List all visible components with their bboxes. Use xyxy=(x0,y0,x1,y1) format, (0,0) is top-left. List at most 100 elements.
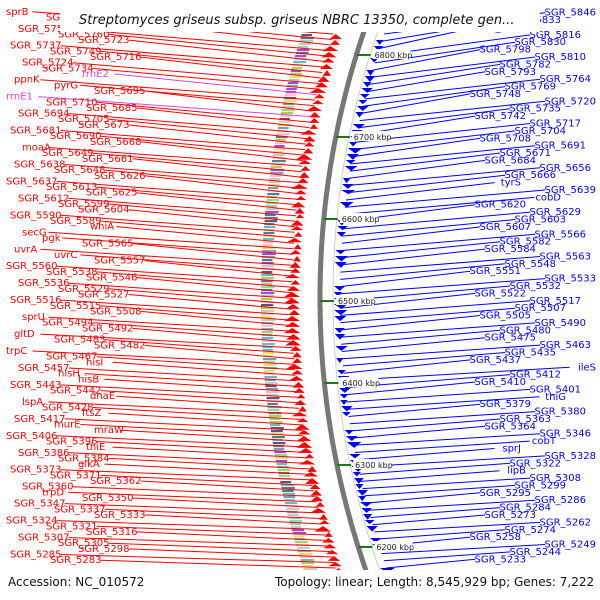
forward-gene-label: SGR_5298 xyxy=(78,544,130,555)
label-connector xyxy=(132,497,319,508)
content-band-segment xyxy=(273,151,284,154)
forward-gene-mark xyxy=(298,448,314,453)
reverse-gene-label: SGR_5620 xyxy=(475,200,527,211)
reverse-gene-mark xyxy=(370,58,379,63)
label-connector xyxy=(340,300,531,316)
label-connector xyxy=(48,401,300,415)
label-connector xyxy=(340,256,541,273)
label-connector xyxy=(68,537,329,547)
label-connector xyxy=(140,310,293,327)
forward-gene-label: SGR_5467 xyxy=(46,352,98,363)
content-band-segment xyxy=(261,277,275,280)
forward-gene-label: SGR_5705 xyxy=(58,114,110,125)
reverse-gene-label: SGR_5299 xyxy=(515,480,567,491)
forward-gene-mark xyxy=(312,100,324,105)
content-band-segment xyxy=(269,421,283,424)
forward-gene-label: pyrG xyxy=(54,80,78,91)
label-connector xyxy=(372,49,481,71)
label-connector xyxy=(108,412,302,426)
reverse-gene-label: SGR_5782 xyxy=(500,59,552,70)
label-connector xyxy=(343,359,471,374)
label-connector xyxy=(96,101,311,123)
label-connector xyxy=(112,446,308,459)
label-connector xyxy=(342,344,541,360)
forward-gene-mark xyxy=(285,304,300,309)
reverse-gene-mark xyxy=(334,286,346,291)
forward-gene-label: sprU xyxy=(22,312,45,323)
content-band-segment xyxy=(262,250,277,253)
label-connector xyxy=(345,381,476,396)
reverse-gene-mark xyxy=(345,160,356,165)
forward-gene-label: SGR_5589 xyxy=(50,216,102,227)
content-band-segment xyxy=(300,559,314,562)
content-band-segment xyxy=(263,361,275,364)
label-connector xyxy=(366,71,486,93)
forward-gene-label: glkA xyxy=(78,459,100,470)
label-connector xyxy=(345,182,495,201)
reverse-gene-mark xyxy=(375,40,384,45)
label-connector xyxy=(92,152,302,173)
content-band-segment xyxy=(261,280,273,283)
label-connector xyxy=(128,294,293,310)
reverse-gene-label: SGR_5704 xyxy=(515,126,567,137)
label-connector xyxy=(64,418,303,431)
reverse-gene-mark xyxy=(334,334,346,340)
content-band-segment xyxy=(262,349,273,352)
reverse-gene-label: SGR_5742 xyxy=(475,111,527,122)
forward-gene-label: SGR_5373 xyxy=(10,465,62,476)
label-connector xyxy=(350,418,501,432)
content-band-segment xyxy=(262,346,273,349)
reverse-gene-label: SGR_5748 xyxy=(470,89,522,100)
content-band-segment xyxy=(261,325,273,328)
reverse-gene-mark xyxy=(339,202,354,208)
reverse-gene-mark xyxy=(336,232,346,237)
content-band-segment xyxy=(261,328,273,331)
label-connector xyxy=(108,288,293,305)
label-connector xyxy=(56,180,298,200)
forward-gene-label: dnaE xyxy=(90,391,115,402)
content-band-segment xyxy=(272,154,285,157)
content-band-segment xyxy=(266,199,280,202)
content-band-segment xyxy=(273,148,286,151)
content-band-segment xyxy=(261,304,274,307)
forward-gene-mark xyxy=(314,82,328,88)
forward-gene-label: SGR_5626 xyxy=(94,171,146,182)
reverse-gene-label: SGR_5480 xyxy=(500,325,552,336)
forward-gene-label: uvrA xyxy=(14,244,37,255)
label-connector xyxy=(140,141,304,162)
reverse-gene-mark xyxy=(335,346,348,351)
content-band-segment xyxy=(274,454,288,457)
label-connector xyxy=(60,130,305,151)
forward-gene-label: SGR_5428 xyxy=(42,403,94,414)
forward-gene-label: SGR_5612 xyxy=(18,193,70,204)
reverse-gene-label: SGR_5262 xyxy=(540,517,592,528)
forward-gene-label: SGR_5457 xyxy=(18,363,70,374)
content-band-segment xyxy=(276,460,288,463)
label-connector xyxy=(341,226,481,244)
forward-gene-mark xyxy=(289,262,301,268)
label-connector xyxy=(48,316,293,332)
label-connector xyxy=(56,435,306,448)
content-band-segment xyxy=(282,103,295,106)
reverse-gene-mark xyxy=(359,94,370,99)
label-connector xyxy=(100,559,336,569)
label-connector xyxy=(114,73,317,96)
kbp-tick-backdrop xyxy=(372,49,411,59)
content-band-segment xyxy=(274,451,287,454)
content-band-segment xyxy=(276,463,288,466)
forward-gene-mark xyxy=(317,76,330,82)
forward-gene-mark xyxy=(293,244,302,250)
label-connector xyxy=(144,260,293,277)
content-band-segment xyxy=(284,94,297,97)
forward-gene-label: SGR_5673 xyxy=(78,120,130,131)
reverse-gene-label: SGR_5607 xyxy=(480,222,532,233)
forward-gene-label: SGR_5386 xyxy=(18,448,70,459)
label-connector xyxy=(100,305,293,321)
content-band-segment xyxy=(264,379,276,382)
kbp-tick-label: 6700 kbp xyxy=(354,133,392,142)
content-band-segment xyxy=(262,340,274,343)
forward-gene-mark xyxy=(304,142,315,147)
forward-gene-label: rrnE2 xyxy=(82,69,109,80)
content-band-segment xyxy=(291,67,303,70)
label-connector xyxy=(344,366,570,381)
